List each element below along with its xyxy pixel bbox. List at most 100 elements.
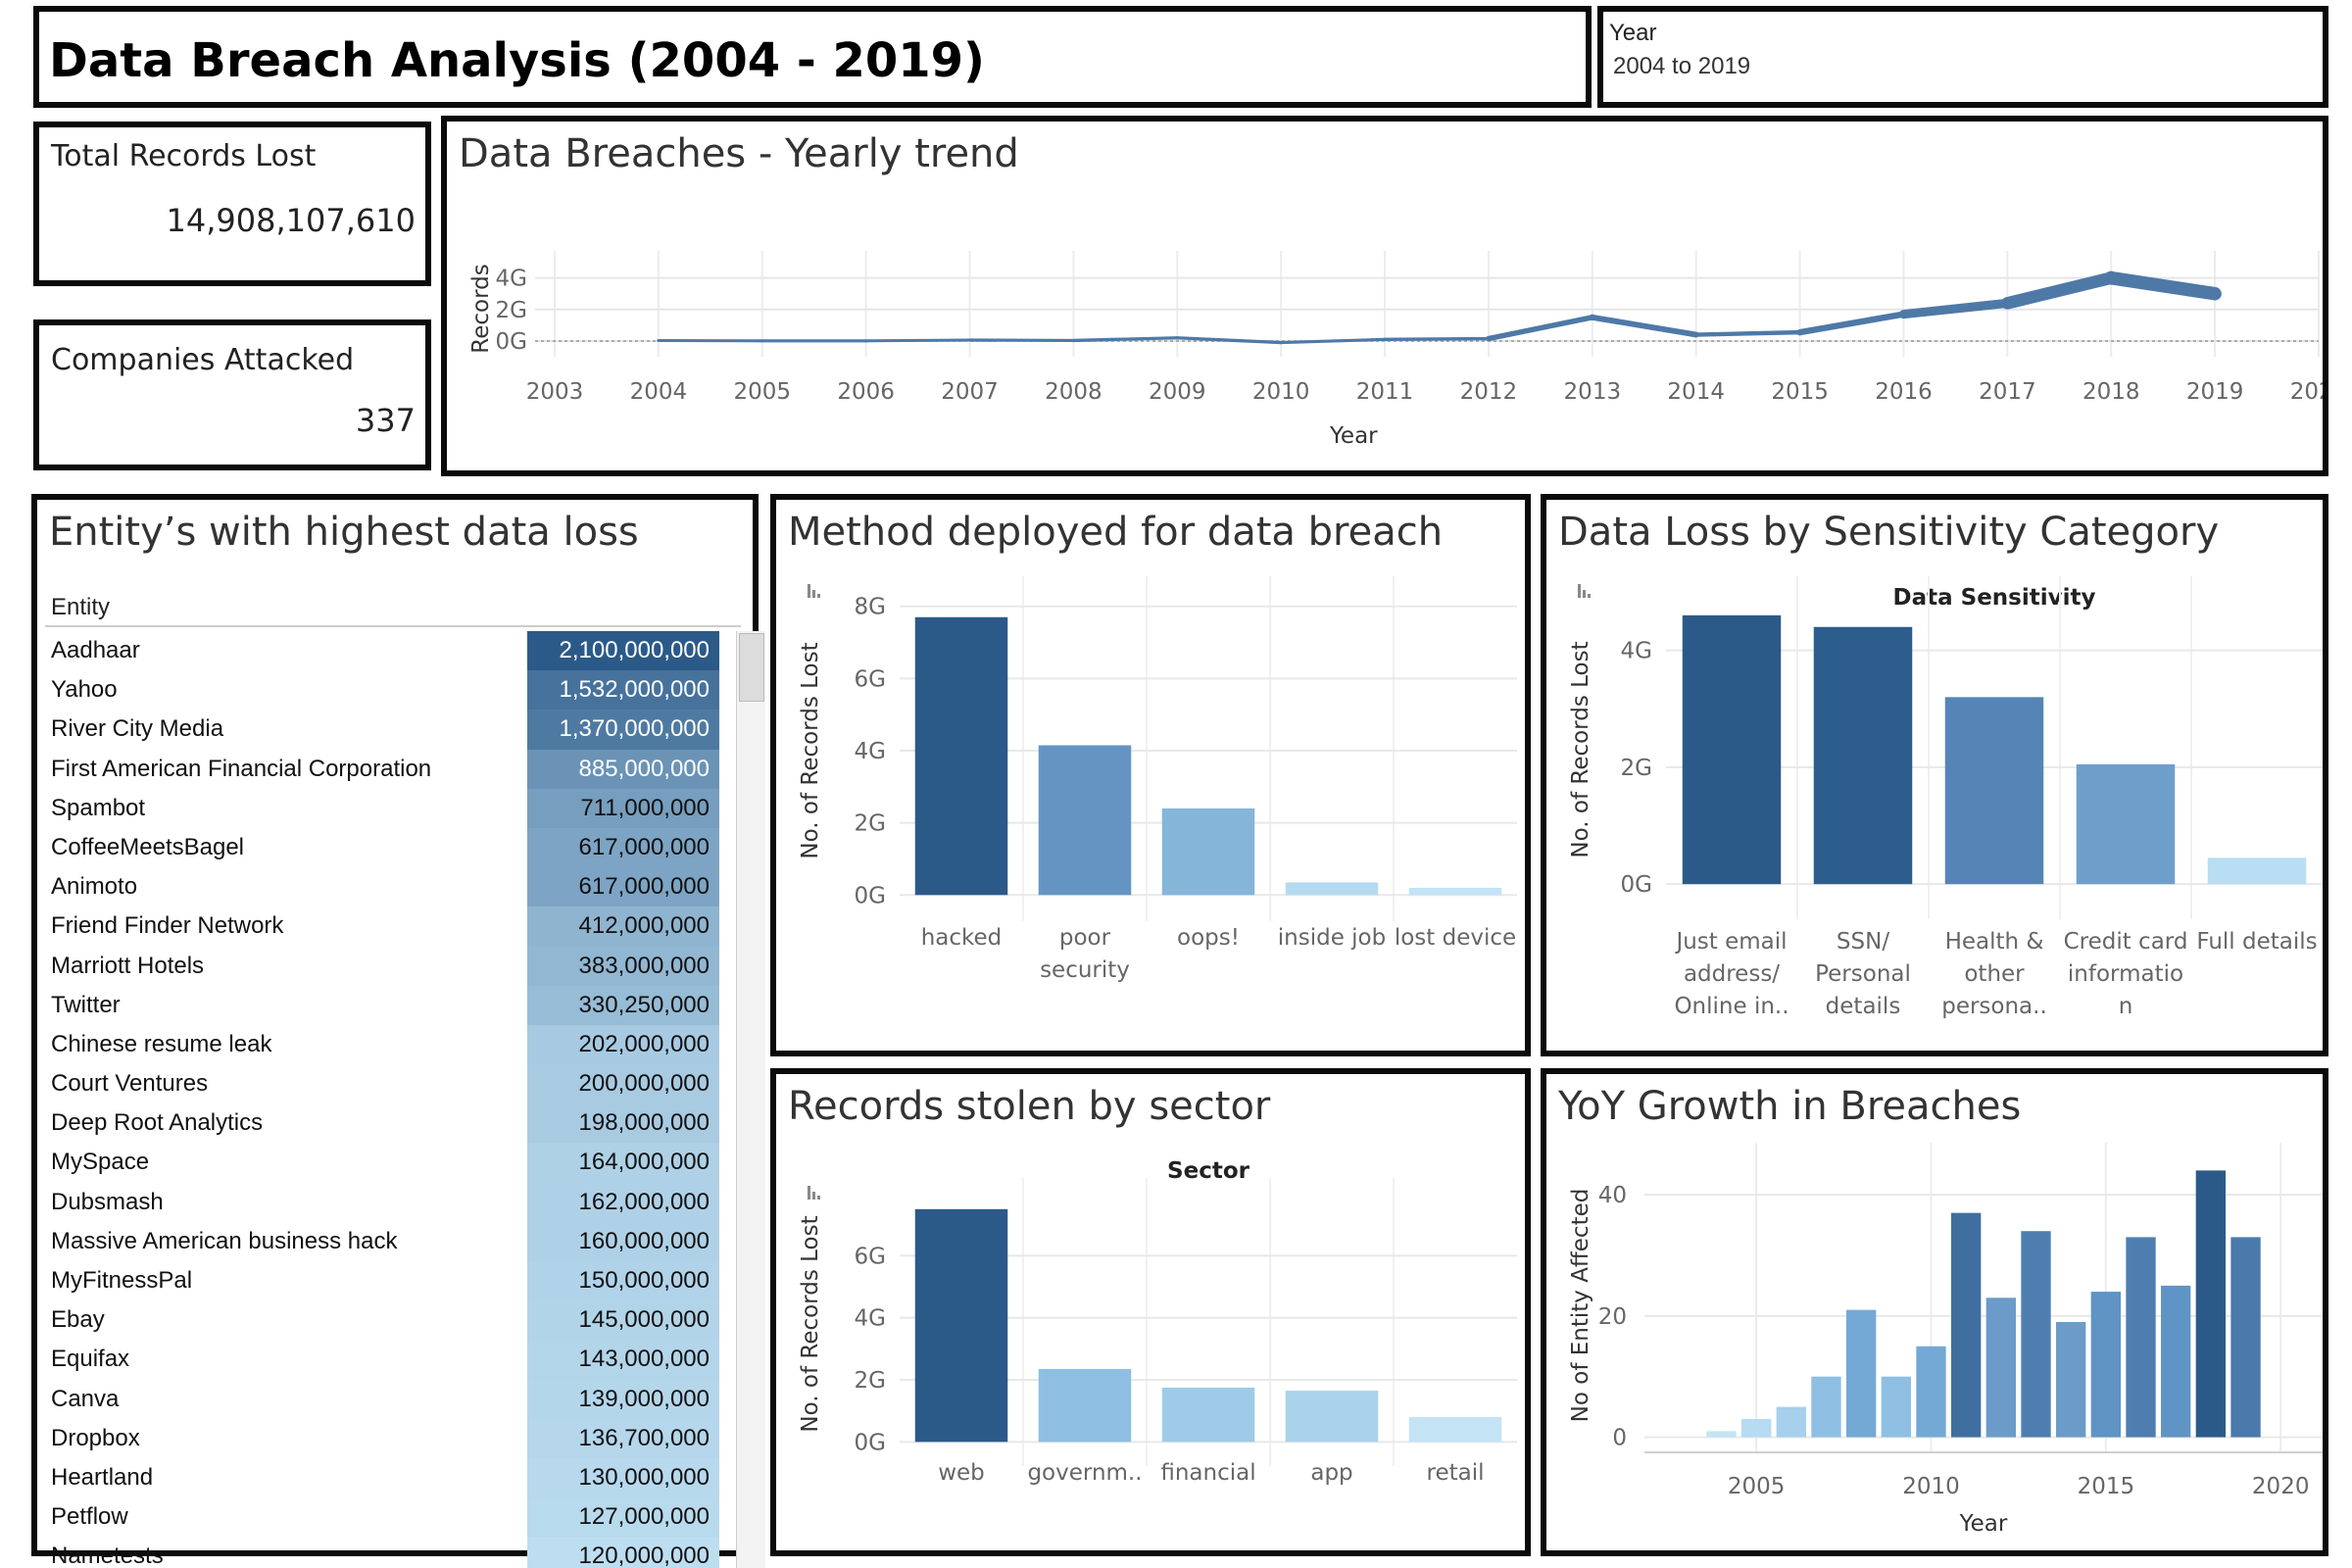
trend-point[interactable] <box>760 339 763 342</box>
bar[interactable] <box>914 616 1008 896</box>
bar[interactable] <box>1881 1376 1911 1438</box>
sort-icon[interactable] <box>1578 584 1591 598</box>
category-label: Health & <box>1945 929 2044 955</box>
bar[interactable] <box>1408 887 1502 896</box>
bar[interactable] <box>1985 1298 2016 1438</box>
table-row[interactable]: Court Ventures 200,000,000 <box>45 1064 736 1104</box>
bar[interactable] <box>1285 882 1379 896</box>
trend-point[interactable] <box>1383 338 1387 341</box>
table-row[interactable]: Dropbox 136,700,000 <box>45 1418 736 1458</box>
entity-table-body[interactable]: Aadhaar 2,100,000,000 Yahoo 1,532,000,000 Ri… <box>45 631 736 1568</box>
bar[interactable] <box>914 1208 1008 1443</box>
year-filter-value[interactable]: 2004 to 2019 <box>1613 53 1751 79</box>
table-row[interactable]: Massive American business hack 160,000,00… <box>45 1221 736 1261</box>
trend-line-segment <box>2001 271 2118 310</box>
table-row[interactable]: Yahoo 1,532,000,000 <box>45 670 736 710</box>
bar[interactable] <box>1944 697 2044 885</box>
bar[interactable] <box>2161 1285 2191 1438</box>
table-row[interactable]: Aadhaar 2,100,000,000 <box>45 631 736 671</box>
trend-point[interactable] <box>2002 298 2012 308</box>
trend-point[interactable] <box>2104 270 2119 285</box>
sensitivity-title: Data Loss by Sensitivity Category <box>1558 510 2220 555</box>
entity-name: Aadhaar <box>51 637 140 663</box>
entity-table-scroll-thumb[interactable] <box>739 633 764 702</box>
entity-table-scrollbar[interactable] <box>736 631 765 1568</box>
y-axis-title: No. of Records Lost <box>798 1215 823 1432</box>
table-row[interactable]: First American Financial Corporation 885,… <box>45 749 736 789</box>
trend-point[interactable] <box>1072 339 1075 342</box>
table-row[interactable]: MyFitnessPal 150,000,000 <box>45 1261 736 1301</box>
table-row[interactable]: Canva 139,000,000 <box>45 1379 736 1419</box>
bar[interactable] <box>2195 1170 2227 1438</box>
table-row[interactable]: Equifax 143,000,000 <box>45 1340 736 1380</box>
table-row[interactable]: Marriott Hotels 383,000,000 <box>45 946 736 986</box>
trend-point[interactable] <box>1280 341 1283 344</box>
trend-point[interactable] <box>1899 311 1908 318</box>
bar[interactable] <box>1813 626 1913 885</box>
bar[interactable] <box>1706 1431 1737 1438</box>
trend-point[interactable] <box>1589 314 1596 321</box>
x-tick-label: 2015 <box>2078 1474 2135 1499</box>
trend-point[interactable] <box>1694 332 1698 337</box>
entity-records-value: 2,100,000,000 <box>527 631 719 671</box>
table-row[interactable]: Heartland 130,000,000 <box>45 1457 736 1498</box>
table-row[interactable]: Dubsmash 162,000,000 <box>45 1182 736 1222</box>
bar[interactable] <box>1916 1346 1946 1438</box>
bar[interactable] <box>1776 1406 1806 1438</box>
bar[interactable] <box>1285 1391 1379 1443</box>
trend-point[interactable] <box>1797 330 1802 334</box>
table-row[interactable]: CoffeeMeetsBagel 617,000,000 <box>45 827 736 868</box>
bar[interactable] <box>1408 1417 1502 1443</box>
category-label: oops! <box>1177 925 1240 951</box>
table-row[interactable]: Friend Finder Network 412,000,000 <box>45 906 736 947</box>
x-tick-label: 2005 <box>1728 1474 1786 1499</box>
table-row[interactable]: Ebay 145,000,000 <box>45 1300 736 1341</box>
bar[interactable] <box>2076 763 2176 885</box>
y-tick-label: 2G <box>1621 756 1652 781</box>
x-tick-label: 2009 <box>1149 379 1206 405</box>
table-row[interactable]: Chinese resume leak 202,000,000 <box>45 1024 736 1065</box>
table-row[interactable]: Animoto 617,000,000 <box>45 867 736 907</box>
entity-records-value: 139,000,000 <box>527 1379 719 1419</box>
bar[interactable] <box>1845 1309 1877 1438</box>
table-row[interactable]: Spambot 711,000,000 <box>45 788 736 828</box>
y-tick-label: 0G <box>1621 872 1652 898</box>
trend-point[interactable] <box>864 339 867 342</box>
sector-chart: Sector 0G 2G 4G 6G No. of Records Lost web gove… <box>798 1158 1517 1486</box>
bar[interactable] <box>1811 1376 1841 1438</box>
bar[interactable] <box>2056 1322 2086 1438</box>
bar[interactable] <box>2021 1231 2051 1438</box>
table-row[interactable]: Deep Root Analytics 198,000,000 <box>45 1103 736 1144</box>
table-row[interactable]: Twitter 330,250,000 <box>45 985 736 1025</box>
table-row[interactable]: River City Media 1,370,000,000 <box>45 710 736 750</box>
category-label: Personal <box>1815 961 1911 987</box>
trend-point[interactable] <box>1175 336 1179 340</box>
entity-name: Heartland <box>51 1463 154 1491</box>
trend-point[interactable] <box>1487 337 1491 340</box>
bar[interactable] <box>1161 1387 1255 1443</box>
trend-point[interactable] <box>2209 288 2221 300</box>
trend-point[interactable] <box>968 338 971 342</box>
bar[interactable] <box>1740 1418 1772 1438</box>
bar[interactable] <box>1161 808 1255 896</box>
bar[interactable] <box>1951 1212 1982 1438</box>
sort-icon[interactable] <box>808 584 820 598</box>
bar[interactable] <box>2207 858 2307 885</box>
sensitivity-chart: Data Sensitivity 0G 2G 4G No. of Records Los… <box>1568 576 2323 1019</box>
bar[interactable] <box>1682 614 1782 885</box>
year-filter[interactable]: Year 2004 to 2019 <box>1597 6 2328 108</box>
y-tick-label: 2G <box>855 811 886 837</box>
bar[interactable] <box>1038 1368 1132 1443</box>
table-row[interactable]: MySpace 164,000,000 <box>45 1143 736 1183</box>
trend-line-segment <box>1898 298 2012 319</box>
table-row[interactable]: Nametests 120,000,000 <box>45 1537 736 1568</box>
sort-icon[interactable] <box>808 1186 820 1200</box>
bar[interactable] <box>1038 745 1132 896</box>
entity-name: Yahoo <box>51 676 118 704</box>
bar[interactable] <box>2090 1292 2122 1438</box>
table-row[interactable]: Petflow 127,000,000 <box>45 1497 736 1538</box>
trend-point[interactable] <box>657 339 660 342</box>
bar[interactable] <box>2126 1237 2156 1438</box>
entity-records-value: 885,000,000 <box>527 749 719 789</box>
bar[interactable] <box>2230 1237 2261 1438</box>
